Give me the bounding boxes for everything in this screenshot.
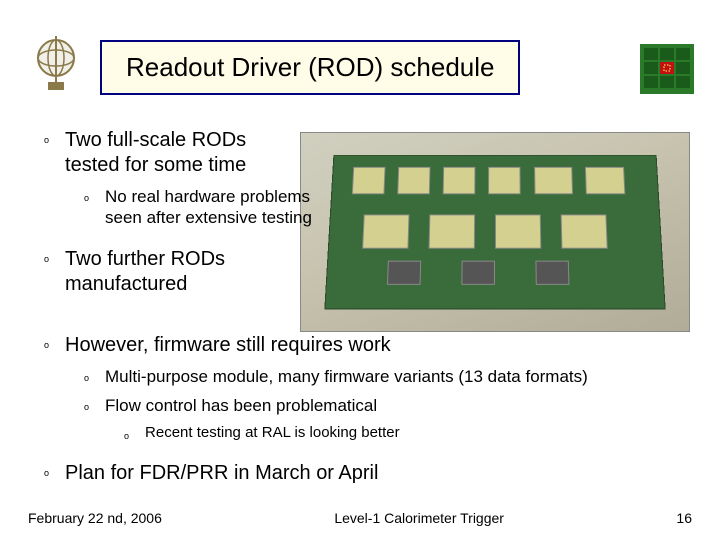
bullet-icon: o: [124, 431, 129, 441]
bullet-icon: o: [84, 402, 89, 412]
slide-footer: February 22 nd, 2006 Level-1 Calorimeter…: [28, 510, 692, 526]
bullet-icon: o: [84, 193, 89, 203]
bullet-text: No real hardware problems seen after ext…: [105, 186, 314, 229]
bullet-icon: o: [84, 373, 89, 383]
globe-logo-icon: [30, 28, 82, 96]
footer-center: Level-1 Calorimeter Trigger: [334, 510, 504, 526]
bullet-icon: o: [44, 468, 49, 478]
bullet-icon: o: [44, 135, 49, 145]
slide-title: Readout Driver (ROD) schedule: [100, 40, 520, 95]
bullet-text: Two full-scale RODs tested for some time: [65, 128, 304, 178]
slide-body: o Two full-scale RODs tested for some ti…: [44, 128, 676, 494]
bullet-text: Multi-purpose module, many firmware vari…: [105, 366, 676, 387]
footer-date: February 22 nd, 2006: [28, 510, 162, 526]
footer-page: 16: [676, 510, 692, 526]
bullet-text: Flow control has been problematical: [105, 395, 676, 416]
bullet-text: However, firmware still requires work: [65, 333, 676, 358]
bullet-icon: o: [44, 254, 49, 264]
bullet-icon: o: [44, 340, 49, 350]
bullet-text: Recent testing at RAL is looking better: [145, 424, 676, 443]
bullet-text: Two further RODs manufactured: [65, 247, 304, 297]
bullet-text: Plan for FDR/PRR in March or April: [65, 461, 676, 486]
